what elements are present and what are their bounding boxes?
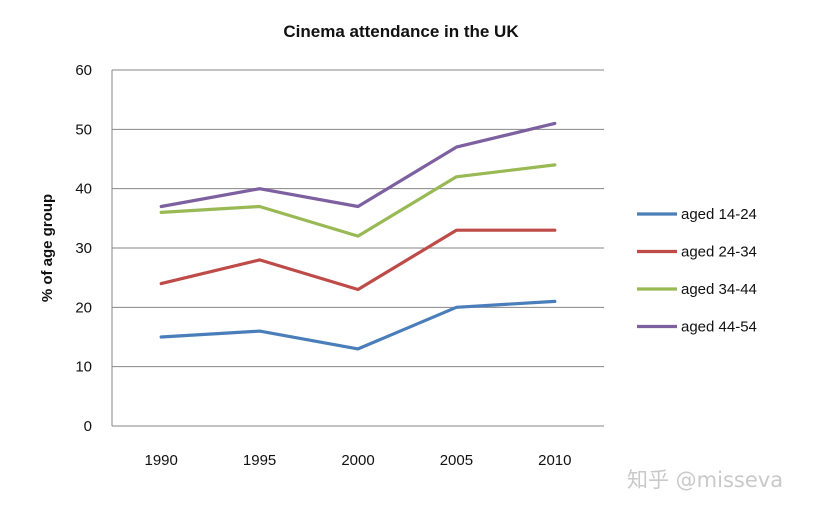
data-point	[356, 234, 360, 238]
data-point	[455, 175, 458, 178]
y-tick-label: 10	[75, 359, 92, 376]
y-tick-label: 20	[75, 299, 92, 316]
legend-label: aged 14-24	[681, 206, 757, 223]
legend-item: aged 24-34	[637, 244, 757, 261]
x-tick-label: 1990	[145, 452, 178, 469]
series-line-aged-44-54	[159, 121, 557, 209]
data-point	[455, 229, 458, 232]
y-tick-label: 50	[75, 121, 92, 138]
data-point	[160, 205, 163, 208]
chart-title: Cinema attendance in the UK	[283, 22, 519, 41]
y-tick-label: 40	[75, 181, 92, 198]
data-point	[258, 258, 261, 262]
y-axis: 0 10 20 30 40 50 60	[75, 62, 92, 435]
x-tick-label: 1995	[243, 452, 276, 469]
data-point	[553, 300, 556, 303]
x-axis: 1990 1995 2000 2005 2010	[145, 452, 572, 469]
data-point	[258, 187, 261, 190]
grid	[112, 69, 604, 427]
data-point	[258, 329, 261, 333]
data-point	[356, 205, 360, 208]
data-point	[160, 335, 163, 339]
data-point	[160, 282, 163, 285]
data-point	[455, 145, 458, 149]
x-tick-label: 2000	[341, 452, 374, 469]
y-tick-label: 0	[84, 418, 92, 435]
legend-label: aged 34-44	[681, 281, 757, 298]
legend-label: aged 44-54	[681, 319, 757, 336]
y-axis-label: % of age group	[39, 194, 56, 302]
legend-item: aged 14-24	[637, 206, 757, 223]
series-line-aged-34-44	[159, 163, 557, 238]
legend: aged 14-24 aged 24-34 aged 34-44 aged 44-54	[637, 206, 757, 336]
legend-item: aged 44-54	[637, 319, 757, 336]
series-line-aged-24-34	[159, 228, 557, 292]
data-point	[258, 205, 261, 208]
x-tick-label: 2005	[440, 452, 473, 469]
data-point	[553, 229, 556, 232]
y-tick-label: 60	[75, 62, 92, 79]
data-point	[553, 163, 556, 167]
series-line-aged-14-24	[159, 299, 557, 351]
legend-item: aged 34-44	[637, 281, 757, 298]
data-point	[356, 347, 360, 351]
legend-label: aged 24-34	[681, 244, 757, 261]
data-point	[160, 211, 163, 214]
series-group	[159, 121, 557, 351]
data-point	[455, 306, 458, 309]
data-point	[553, 122, 556, 125]
x-tick-label: 2010	[538, 452, 571, 469]
data-point	[356, 288, 360, 291]
watermark: 知乎 @misseva	[627, 468, 783, 492]
y-tick-label: 30	[75, 240, 92, 257]
